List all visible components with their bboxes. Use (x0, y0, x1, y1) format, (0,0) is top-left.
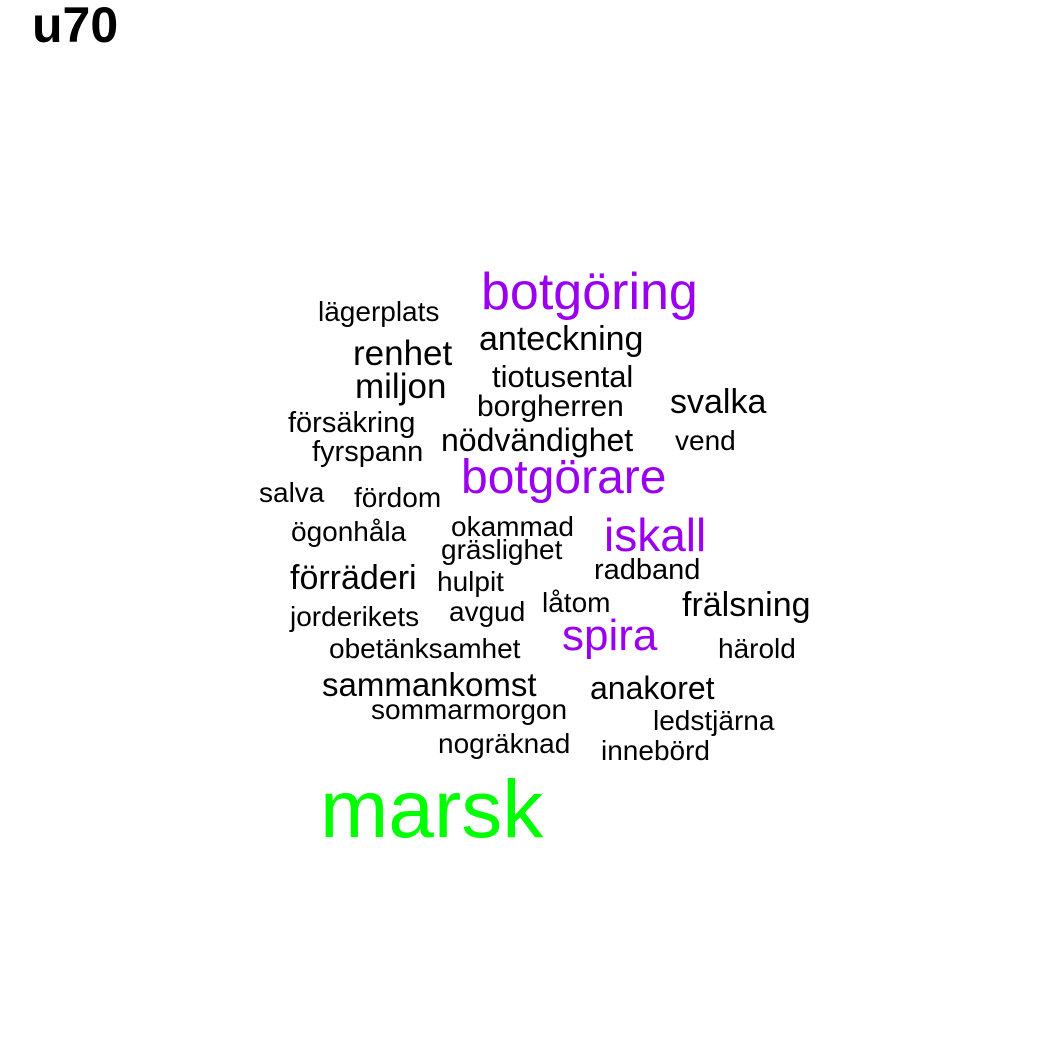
word: fyrspann (312, 436, 424, 468)
word: nödvändighet (441, 422, 634, 458)
word: sammankomst (322, 666, 537, 703)
word: anakoret (590, 670, 715, 706)
word: marsk (320, 764, 544, 855)
word: botgörare (461, 451, 667, 504)
word: tiotusental (492, 359, 634, 394)
word: obetänksamhet (329, 633, 521, 664)
word: miljon (355, 367, 447, 406)
word: härold (718, 633, 796, 664)
word: ledstjärna (653, 705, 775, 736)
word: ögonhåla (291, 516, 407, 547)
word: svalka (670, 383, 767, 421)
word: frälsning (682, 586, 811, 624)
word: okammad (451, 511, 574, 542)
word: salva (259, 477, 325, 508)
word: innebörd (601, 735, 710, 766)
word: försäkring (288, 407, 416, 439)
word: renhet (353, 334, 453, 373)
word: radband (594, 554, 701, 586)
word: borgherren (477, 390, 624, 423)
word: förräderi (290, 559, 417, 597)
word: gräslighet (441, 534, 563, 565)
word: botgöring (481, 263, 698, 321)
word: spira (562, 611, 658, 660)
word: låtom (542, 587, 611, 618)
word: sommarmorgon (371, 694, 568, 725)
word: fördom (354, 482, 442, 513)
word: jorderikets (290, 601, 420, 632)
word: iskall (604, 509, 707, 561)
cloud-title: u70 (32, 0, 119, 53)
word: vend (675, 425, 736, 456)
word: hulpit (437, 566, 504, 597)
word: nogräknad (438, 728, 571, 759)
word: anteckning (479, 320, 644, 358)
word: avgud (449, 596, 526, 627)
word: lägerplats (318, 296, 440, 327)
